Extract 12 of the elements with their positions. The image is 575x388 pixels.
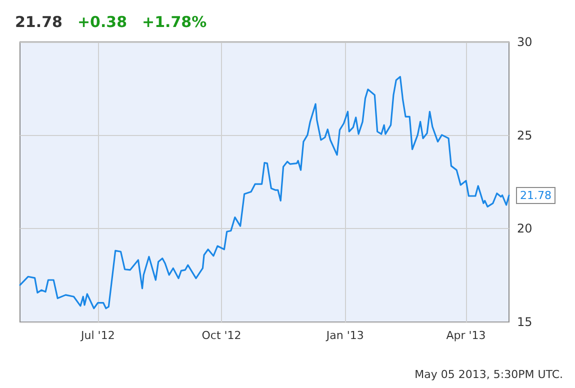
y-tick-label: 15 xyxy=(517,315,532,329)
line-series xyxy=(19,76,510,310)
x-tick-label: Oct '12 xyxy=(202,329,242,342)
x-tick-label: Jul '12 xyxy=(80,329,115,342)
chart-title: 21.78 +0.38 +1.78% xyxy=(15,13,207,31)
y-tick-label: 25 xyxy=(517,128,532,142)
x-tick-label: Apr '13 xyxy=(446,329,486,342)
y-tick-label: 30 xyxy=(517,35,532,49)
annotation: 21.78 xyxy=(520,188,552,202)
x-tick-label: Jan '13 xyxy=(325,329,364,342)
y-tick-label: 20 xyxy=(517,222,532,236)
text: May 05 2013, 5:30PM UTC. xyxy=(414,368,564,381)
